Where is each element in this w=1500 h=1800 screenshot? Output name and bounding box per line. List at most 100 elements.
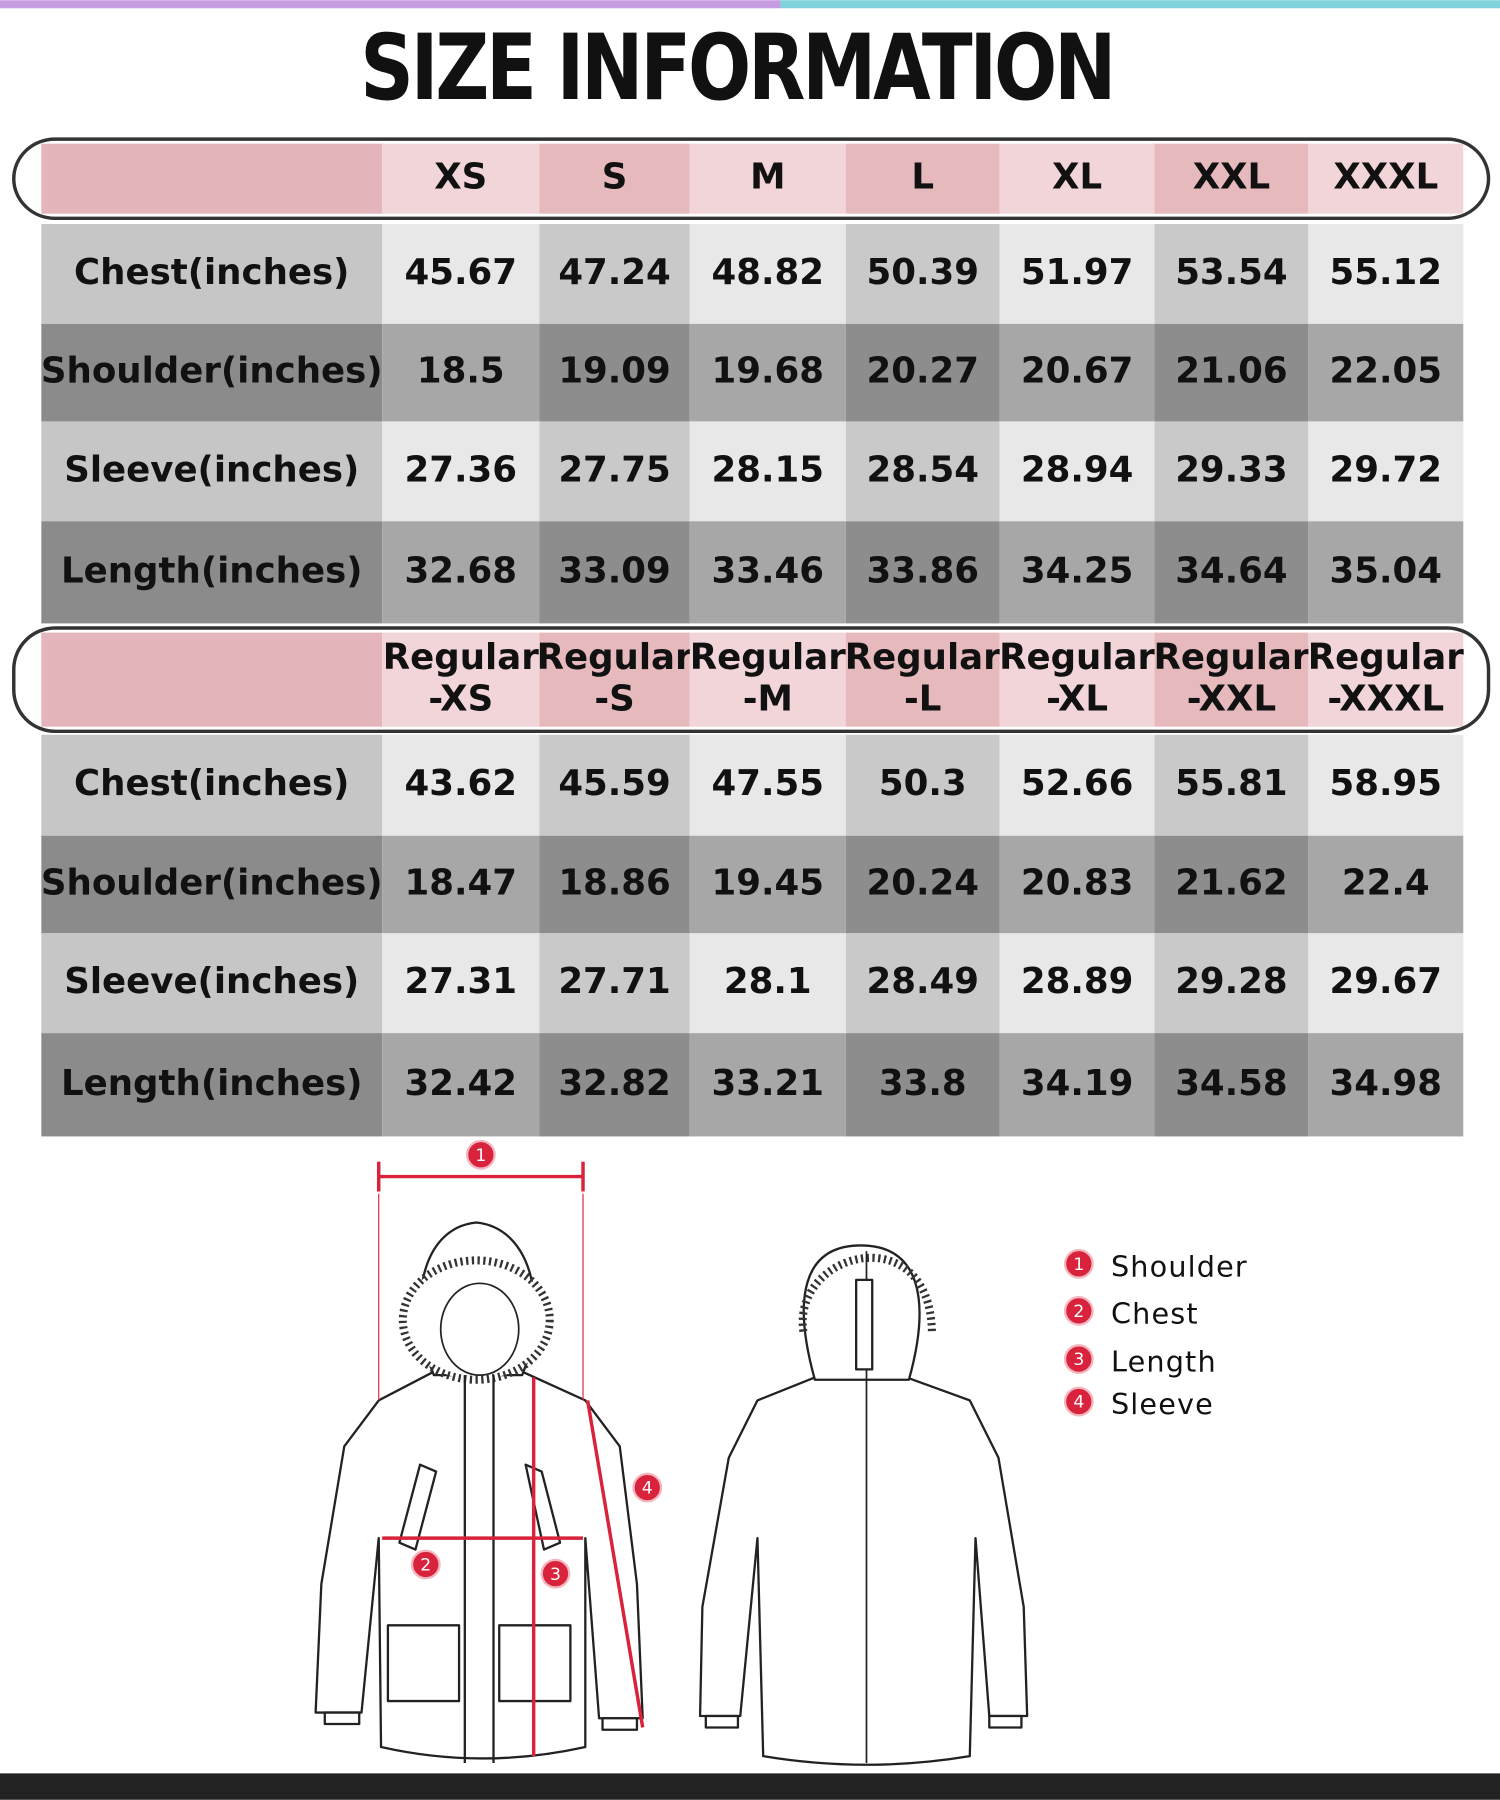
value: 28.54 <box>866 449 979 490</box>
header-label: XS <box>434 157 487 198</box>
value: 21.62 <box>1175 863 1288 904</box>
row-label-cell <box>41 734 383 836</box>
cuff <box>601 1717 639 1731</box>
header-label: -L <box>904 678 941 719</box>
row-label: Sleeve(inches) <box>64 961 359 1002</box>
header-cell <box>999 632 1155 727</box>
value-cell <box>689 734 846 836</box>
legend-label: Length <box>1111 1345 1217 1379</box>
bottom-bar <box>0 1773 1500 1800</box>
legend-number-circle <box>1063 1248 1094 1279</box>
value-cell <box>689 1033 846 1137</box>
value: 22.05 <box>1330 351 1443 392</box>
header-label: Regular <box>537 637 693 678</box>
diagram-marker: 2 <box>420 1556 431 1576</box>
value: 33.46 <box>712 550 825 591</box>
value: 20.24 <box>866 863 979 904</box>
value: 18.86 <box>558 863 670 904</box>
value: 55.81 <box>1175 763 1288 804</box>
legend-number-circle <box>1063 1344 1094 1374</box>
value-cell <box>845 1033 1000 1137</box>
row-label-cell <box>41 323 383 422</box>
value: 19.09 <box>558 351 670 392</box>
value: 53.54 <box>1175 252 1288 293</box>
row-label-cell <box>41 835 383 934</box>
value: 50.3 <box>879 763 967 804</box>
value: 20.83 <box>1021 863 1133 904</box>
value: 28.94 <box>1021 449 1133 490</box>
tables: XS S M L XL XXL XXXL Chest(inches) 45.67 47.24 48.… <box>12 137 1491 1137</box>
row-label-cell <box>41 933 383 1034</box>
header-label: -XXXL <box>1327 678 1444 719</box>
value: 51.97 <box>1021 252 1133 293</box>
value: 33.21 <box>712 1063 825 1104</box>
header-label: -M <box>743 678 793 719</box>
header-outline <box>12 137 1491 221</box>
value-cell <box>382 421 540 522</box>
row-label: Length(inches) <box>61 1063 363 1104</box>
value-cell <box>999 521 1155 624</box>
diagram-marker-circle <box>540 1558 571 1589</box>
row-label: Chest(inches) <box>74 252 349 293</box>
value-cell <box>999 835 1155 934</box>
value: 35.04 <box>1330 550 1443 591</box>
header-label: Regular <box>1153 637 1309 678</box>
legend-number-circle <box>1063 1386 1094 1417</box>
value-cell <box>1308 323 1464 422</box>
top-bar-cyan <box>780 0 1500 9</box>
header-label: -XS <box>428 678 493 719</box>
value-cell <box>539 1033 690 1137</box>
value-cell <box>539 734 690 836</box>
header-cell <box>539 632 690 727</box>
value: 48.82 <box>712 252 825 293</box>
value-cell <box>689 421 846 522</box>
row-label-cell <box>41 421 383 522</box>
cuff <box>988 1714 1023 1729</box>
header-outline <box>12 626 1491 734</box>
diagram-marker-circle <box>632 1472 663 1503</box>
value-cell <box>845 421 1000 522</box>
value: 33.8 <box>879 1063 967 1104</box>
row-label-cell <box>41 224 383 324</box>
legend-number-circle <box>1063 1295 1094 1326</box>
header-cell <box>845 632 1000 727</box>
value-cell <box>845 323 1000 422</box>
value-cell <box>382 224 540 324</box>
diagram-marker-circle <box>465 1139 496 1170</box>
legend: 1 Shoulder 2 Chest 3 Length 4 Sleeve <box>1063 1248 1247 1421</box>
header-label: Regular <box>1308 637 1464 678</box>
diagram-marker-circle <box>410 1549 441 1580</box>
header-label: -XXL <box>1187 678 1276 719</box>
cuff <box>323 1711 361 1726</box>
header-label: Regular <box>845 637 1001 678</box>
header-cell <box>539 143 690 214</box>
value-cell <box>999 933 1155 1034</box>
sleeve-arrow <box>585 1400 645 1728</box>
value-cell <box>1154 734 1309 836</box>
header-label: XXL <box>1193 157 1271 198</box>
diagram-marker: 3 <box>550 1565 561 1585</box>
legend-label: Sleeve <box>1111 1387 1214 1421</box>
value-cell <box>539 323 690 422</box>
value-cell <box>845 521 1000 624</box>
value-cell <box>1308 421 1464 522</box>
header-label: Regular <box>690 637 846 678</box>
value: 27.36 <box>405 449 518 490</box>
value-cell <box>689 224 846 324</box>
value-cell <box>999 323 1155 422</box>
value: 28.1 <box>724 961 812 1002</box>
diagram-marker: 4 <box>642 1479 653 1499</box>
value-cell <box>1154 933 1309 1034</box>
value-cell <box>382 323 540 422</box>
diagram-marker: 1 <box>475 1146 486 1166</box>
value: 52.66 <box>1021 763 1133 804</box>
value-cell <box>1308 835 1464 934</box>
value-cell <box>999 1033 1155 1137</box>
value: 34.64 <box>1175 550 1288 591</box>
value: 29.28 <box>1175 961 1288 1002</box>
row-label: Shoulder(inches) <box>41 863 383 904</box>
value: 18.5 <box>417 351 505 392</box>
header-cell <box>41 632 383 727</box>
value: 19.68 <box>712 351 825 392</box>
